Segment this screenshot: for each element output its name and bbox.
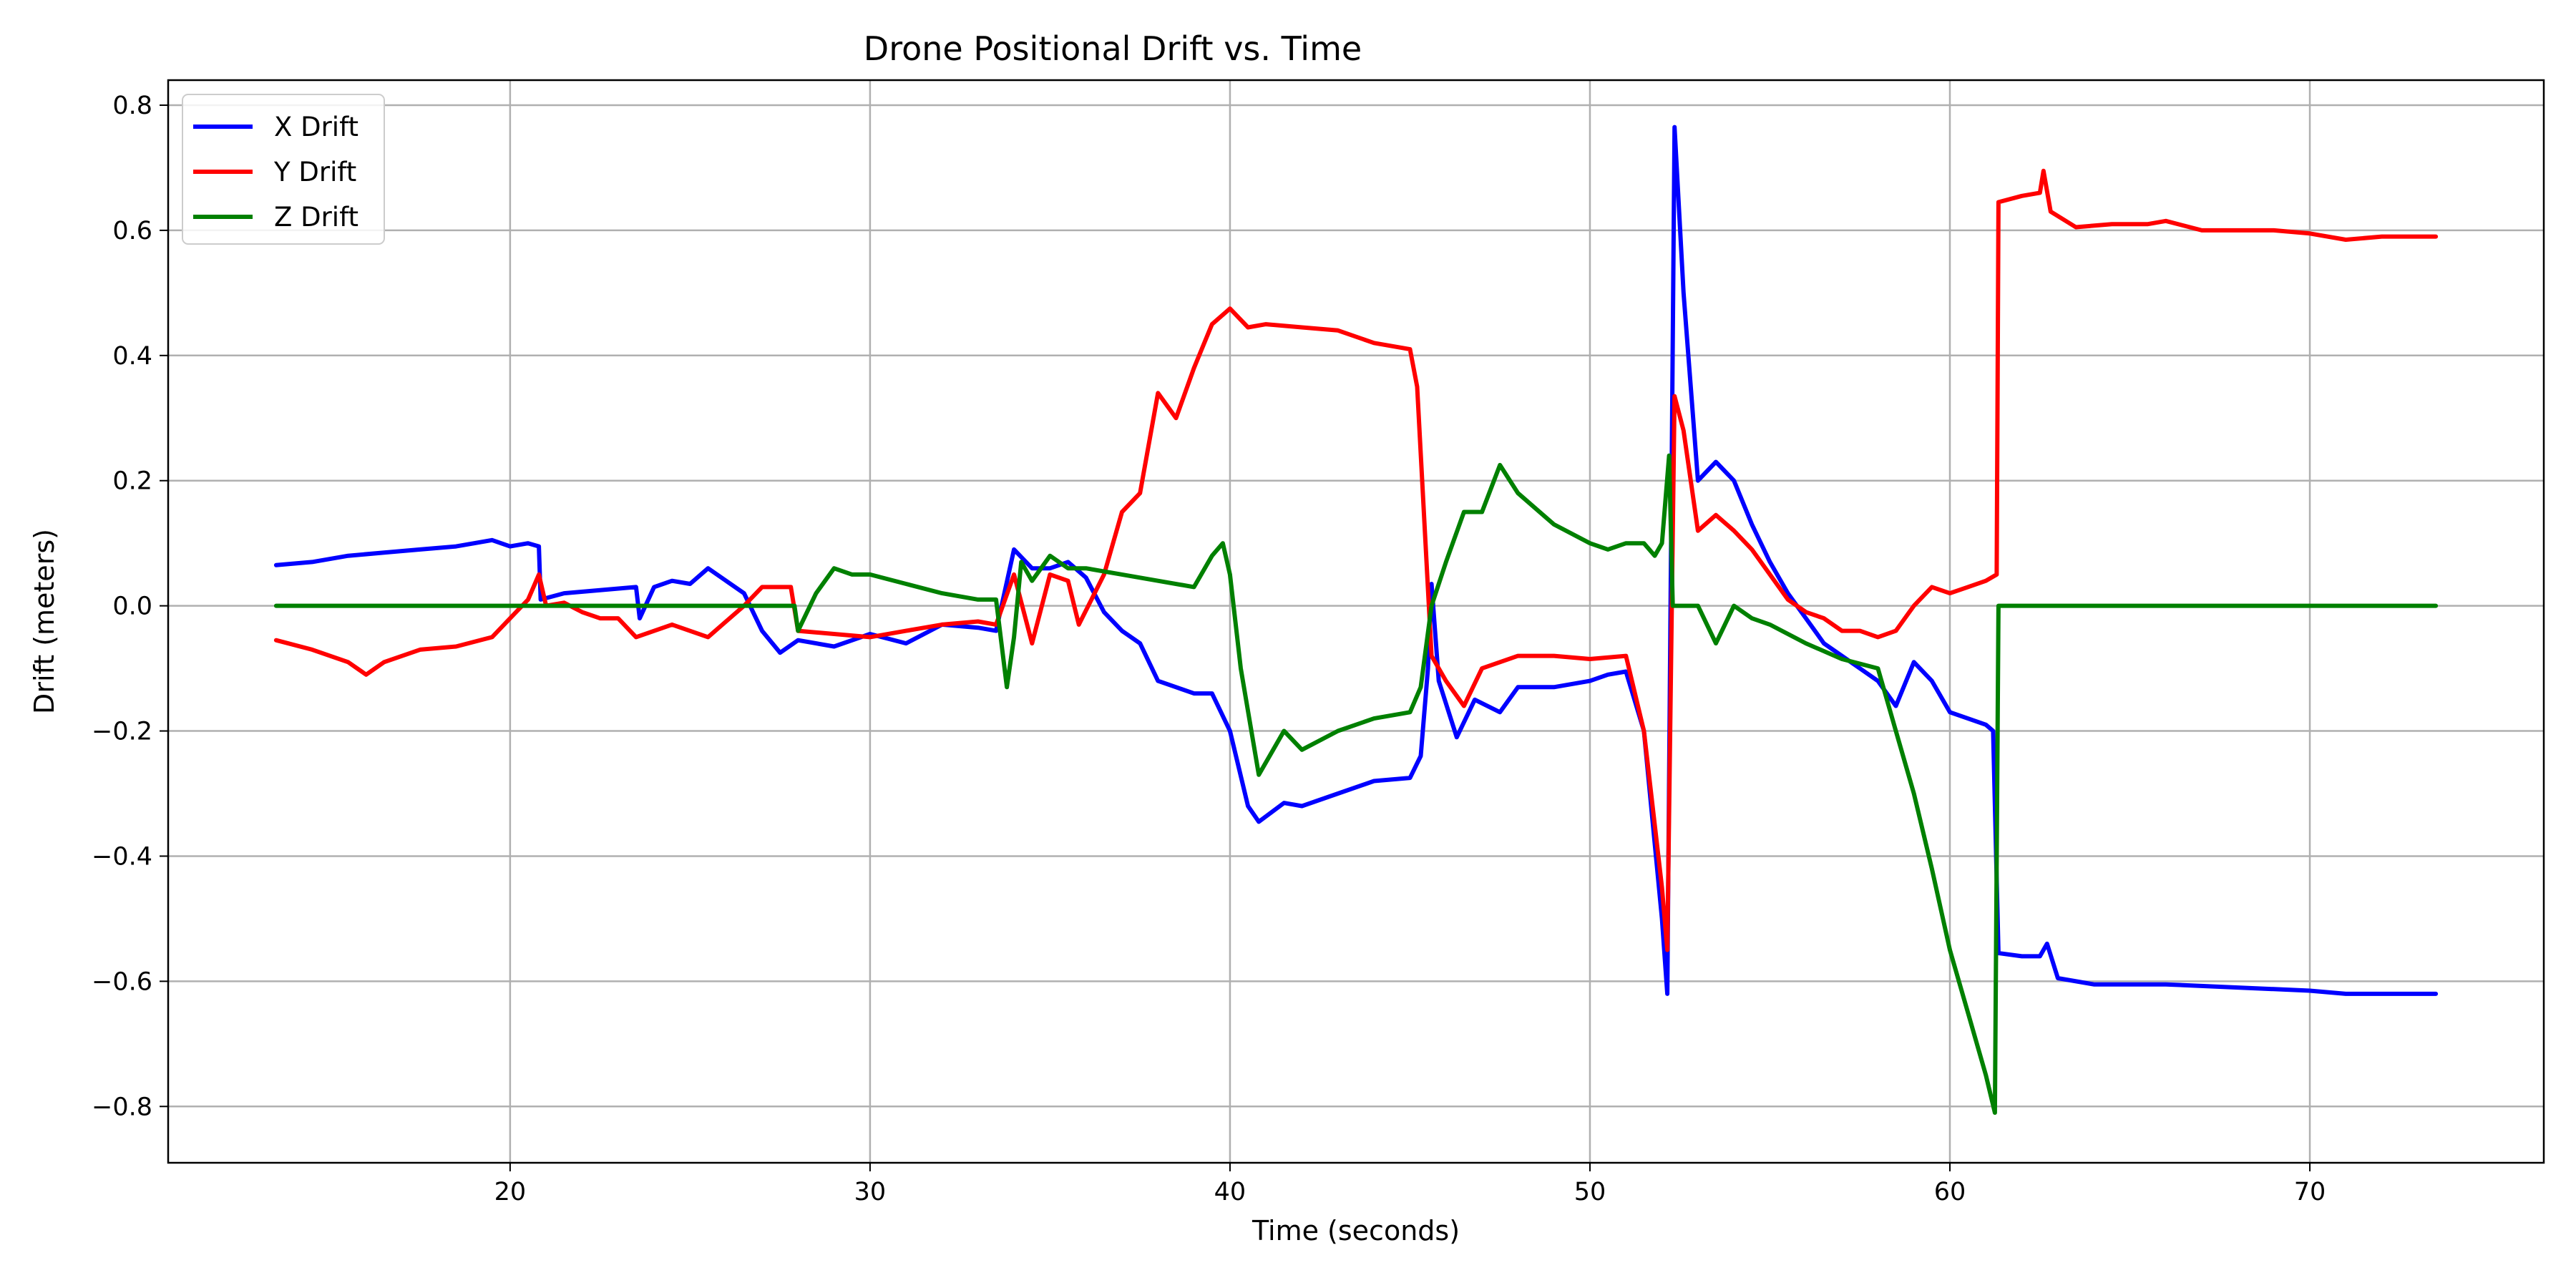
chart-title: Drone Positional Drift vs. Time xyxy=(864,29,1362,68)
x-axis-title: Time (seconds) xyxy=(1252,1215,1460,1246)
y-tick-label: −0.2 xyxy=(92,718,152,746)
y-tick-label: −0.8 xyxy=(92,1093,152,1121)
y-tick-label: 0.8 xyxy=(112,92,152,120)
x-tick-label: 20 xyxy=(494,1178,527,1206)
legend-box xyxy=(182,94,385,245)
legend-label: X Drift xyxy=(274,112,358,142)
legend-label: Z Drift xyxy=(274,202,358,233)
y-axis-ticks: −0.8 −0.6 −0.4 −0.2 0.0 0.2 0.4 0.6 0.8 xyxy=(92,92,168,1121)
series-line-x-drift xyxy=(273,125,2439,996)
y-tick-label: −0.6 xyxy=(92,967,152,996)
x-tick-label: 50 xyxy=(1574,1178,1606,1206)
series-line-y-drift xyxy=(273,168,2439,952)
series-layer xyxy=(273,125,2439,1115)
legend-label: Y Drift xyxy=(273,157,356,187)
x-axis-ticks: 20 30 40 50 60 70 xyxy=(494,1163,2326,1206)
y-axis-title: Drift (meters) xyxy=(29,529,60,714)
x-tick-label: 40 xyxy=(1214,1178,1246,1206)
x-tick-label: 60 xyxy=(1934,1178,1966,1206)
series-line-z-drift xyxy=(273,453,2439,1115)
x-tick-label: 70 xyxy=(2294,1178,2326,1206)
plot-frame xyxy=(167,79,2545,1164)
y-tick-label: 0.2 xyxy=(112,467,152,496)
y-tick-label: 0.0 xyxy=(112,592,152,621)
y-tick-label: −0.4 xyxy=(92,842,152,871)
y-tick-label: 0.4 xyxy=(112,342,152,371)
legend: X Drift Y Drift Z Drift xyxy=(182,94,385,245)
y-tick-label: 0.6 xyxy=(112,217,152,245)
x-tick-label: 30 xyxy=(854,1178,887,1206)
